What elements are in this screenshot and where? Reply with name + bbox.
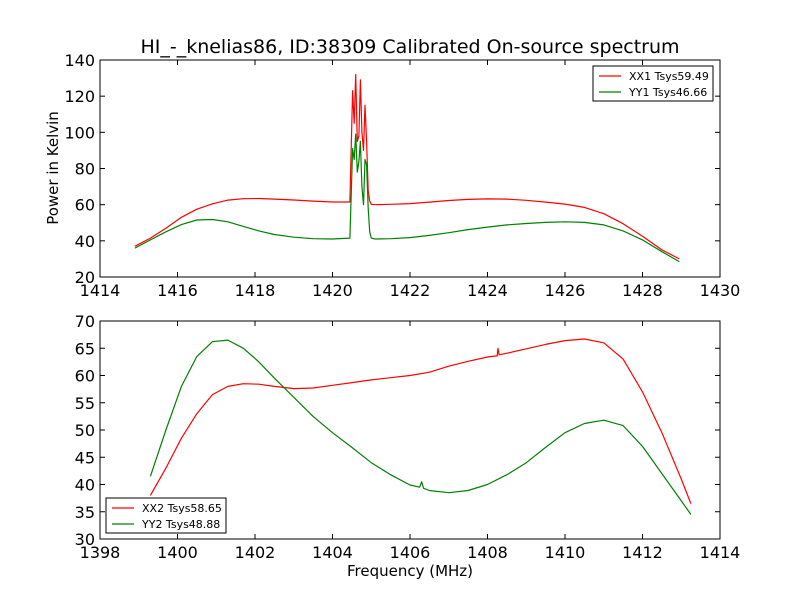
panel2-x-tick-label: 1408	[467, 543, 508, 562]
panel2-x-tick-label: 1404	[312, 543, 353, 562]
panel2-y-tick-label: 70	[75, 312, 95, 331]
panel1-legend-label-1: XX1 Tsys59.49	[629, 70, 709, 83]
panel2-series-line-1	[149, 338, 692, 504]
top-panel: Power in Kelvin 1414 1416 1418 1420 1422 1424…	[44, 51, 740, 300]
panel1-y-tick-label: 60	[75, 196, 95, 215]
panel1-x-tick-label: 1414	[80, 281, 121, 300]
panel1-x-tick-label: 1428	[622, 281, 663, 300]
panel2-legend-label-1: XX2 Tsys58.65	[142, 502, 222, 515]
panel1-legend-label-2: YY1 Tsys46.66	[628, 86, 707, 99]
panel2-x-tick-label: 1410	[545, 543, 586, 562]
panel1-y-tick-label: 120	[64, 87, 95, 106]
panel2-y-tick-label: 60	[75, 367, 95, 386]
panel2-x-tick-label: 1414	[700, 543, 741, 562]
panel1-x-tick-label: 1420	[312, 281, 353, 300]
panel1-series-line-1	[134, 73, 680, 260]
panel2-legend-label-2: YY2 Tsys48.88	[141, 518, 220, 531]
panel1-x-tick-label: 1424	[467, 281, 508, 300]
panel1-x-tick-label: 1430	[700, 281, 741, 300]
panel2-y-tick-label: 30	[75, 530, 95, 549]
panel1-x-tick-label: 1422	[390, 281, 431, 300]
top-panel-y-axis-label: Power in Kelvin	[44, 111, 62, 225]
panel2-y-tick-label: 50	[75, 421, 95, 440]
panel1-y-tick-label: 40	[75, 232, 95, 251]
panel1-y-tick-label: 100	[64, 123, 95, 142]
panel1-legend-box	[592, 65, 714, 102]
panel2-x-tick-label: 1398	[80, 543, 121, 562]
panel2-series-line-2	[149, 339, 692, 515]
panel1-x-tick-label: 1416	[157, 281, 198, 300]
panel2-legend-box	[105, 497, 227, 534]
panel2-legend: XX2 Tsys58.65 YY2 Tsys48.88	[105, 497, 227, 534]
panel2-x-tick-label: 1412	[622, 543, 663, 562]
chart-title: HI_-_knelias86, ID:38309 Calibrated On-s…	[140, 36, 679, 58]
panel2-y-tick-label: 45	[75, 448, 95, 467]
panel1-legend: XX1 Tsys59.49 YY1 Tsys46.66	[592, 65, 714, 102]
bottom-panel-x-axis-label: Frequency (MHz)	[347, 562, 473, 580]
panel1-y-tick-label: 80	[75, 160, 95, 179]
panel2-y-tick-label: 35	[75, 503, 95, 522]
panel1-series-line-2	[134, 133, 680, 263]
panel2-x-tick-label: 1402	[235, 543, 276, 562]
panel2-y-tick-label: 55	[75, 394, 95, 413]
panel1-y-tick-label: 140	[64, 51, 95, 70]
panel2-x-tick-label: 1406	[390, 543, 431, 562]
panel2-x-tick-label: 1400	[157, 543, 198, 562]
bottom-panel: Frequency (MHz) 1398 1400 1402 1404 1406 1408…	[75, 312, 741, 580]
panel1-x-tick-label: 1426	[545, 281, 586, 300]
panel2-y-tick-label: 65	[75, 339, 95, 358]
panel1-y-tick-label: 20	[75, 268, 95, 287]
panel1-x-tick-label: 1418	[235, 281, 276, 300]
panel2-y-tick-label: 40	[75, 476, 95, 495]
